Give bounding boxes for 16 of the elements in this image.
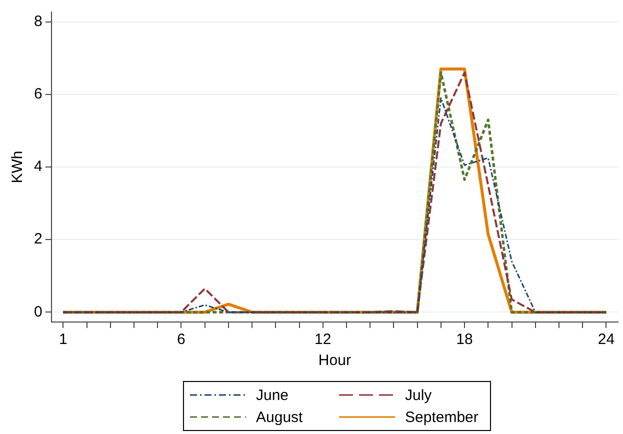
legend-label: September	[405, 408, 478, 426]
x-tick-label: 12	[314, 331, 332, 348]
y-tick-label: 6	[34, 86, 42, 103]
x-tick-label: 24	[598, 331, 615, 348]
x-tick-label: 6	[177, 331, 186, 348]
y-axis-title: KWh	[9, 150, 26, 184]
y-tick-label: 8	[34, 12, 42, 30]
legend-label: August	[256, 408, 303, 426]
y-tick-label: 2	[34, 230, 42, 248]
y-tick-label: 0	[34, 303, 42, 320]
x-axis-title: Hour	[318, 352, 351, 370]
x-tick-label: 1	[58, 331, 68, 348]
y-tick-label: 4	[34, 158, 42, 176]
legend-label: June	[256, 386, 289, 404]
x-tick-label: 18	[456, 331, 473, 348]
legend-label: July	[405, 386, 432, 404]
